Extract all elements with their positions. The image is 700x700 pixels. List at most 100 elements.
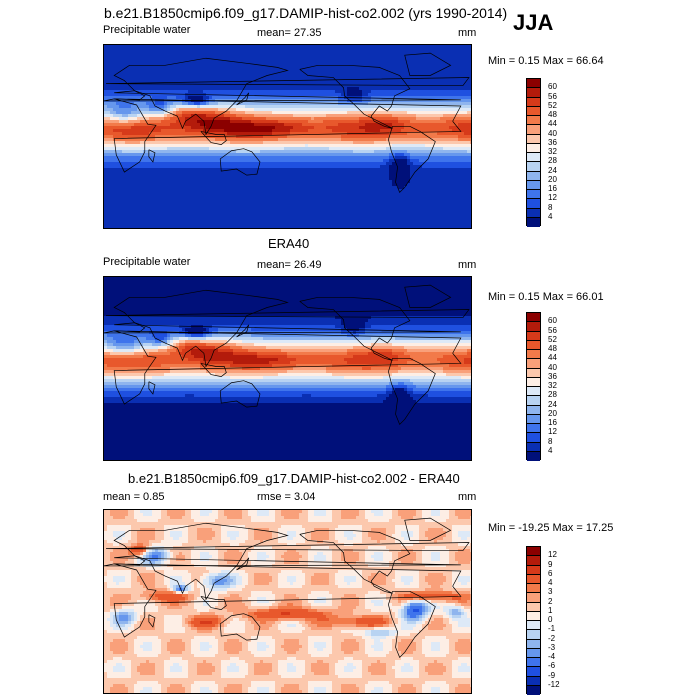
colorbar-swatch <box>527 171 540 181</box>
map-field-svg <box>104 510 471 693</box>
colorbar-tick-label: 24 <box>548 166 557 175</box>
colorbar-tick-label: 12 <box>548 194 557 202</box>
colorbar-swatch <box>527 97 540 107</box>
panel-2-colorbar <box>526 312 541 461</box>
coastline <box>106 542 470 552</box>
coastline <box>299 296 411 361</box>
coastline <box>113 289 289 368</box>
colorbar-tick-label: 28 <box>548 391 557 399</box>
colorbar-swatch <box>527 377 540 387</box>
panel-3-title: b.e21.B1850cmip6.f09_g17.DAMIP-hist-co2.… <box>128 471 460 486</box>
coastline <box>219 148 261 176</box>
colorbar-tick-label: -1 <box>548 625 555 633</box>
coastline <box>200 131 227 146</box>
colorbar-tick-label: 2 <box>548 597 552 606</box>
colorbar-swatch <box>527 143 540 153</box>
colorbar-tick-label: 20 <box>548 175 557 184</box>
colorbar-swatch <box>527 208 540 218</box>
colorbar-swatch <box>527 88 540 98</box>
colorbar-tick-label: 20 <box>548 409 557 418</box>
colorbar-tick-label: 40 <box>548 129 557 138</box>
colorbar-swatch <box>527 368 540 378</box>
colorbar-tick-label: 6 <box>548 569 552 578</box>
colorbar-tick-label: -3 <box>548 643 555 652</box>
colorbar-swatch <box>527 350 540 360</box>
panel-2-title: ERA40 <box>268 236 309 251</box>
colorbar-tick-label: 32 <box>548 148 557 156</box>
colorbar-swatch <box>527 180 540 190</box>
coastline <box>113 330 462 405</box>
colorbar-swatch <box>527 639 540 649</box>
colorbar-tick-label: 8 <box>548 203 552 212</box>
colorbar-tick-label: 52 <box>548 101 557 110</box>
coastline <box>200 363 227 378</box>
colorbar-swatch <box>527 658 540 668</box>
colorbar-tick-label: 44 <box>548 120 557 128</box>
coastline <box>219 613 261 641</box>
panel-1-minmax-label: Min = 0.15 Max = 66.64 <box>488 55 604 67</box>
colorbar-swatch <box>527 313 540 323</box>
coastline <box>236 324 250 338</box>
panel-3-minmax-label: Min = -19.25 Max = 17.25 <box>488 522 613 534</box>
colorbar-swatch <box>527 405 540 415</box>
panel-3-mean-label: mean = 0.85 <box>103 491 164 503</box>
coastline <box>388 357 436 426</box>
coastline <box>106 77 470 87</box>
colorbar-swatch <box>527 565 540 575</box>
colorbar-tick-label: 8 <box>548 437 552 446</box>
colorbar-tick-label: 56 <box>548 92 557 101</box>
coastline <box>113 522 289 601</box>
map-field-svg <box>104 45 471 228</box>
coastline <box>113 57 289 136</box>
panel-2-mean-label: mean= 26.49 <box>257 259 322 271</box>
colorbar-tick-label: 4 <box>548 446 552 455</box>
coastline <box>404 284 452 308</box>
colorbar-tick-label: 60 <box>548 317 557 325</box>
panel-1-units-label: mm <box>458 27 476 39</box>
coastline <box>299 529 411 594</box>
colorbar-tick-label: 52 <box>548 335 557 344</box>
colorbar-swatch <box>527 621 540 631</box>
coastline <box>388 125 436 194</box>
colorbar-swatch <box>527 547 540 557</box>
panel-2-variable-label: Precipitable water <box>103 256 190 268</box>
colorbar-swatch <box>527 387 540 397</box>
colorbar-swatch <box>527 162 540 172</box>
colorbar-tick-label: -12 <box>548 680 560 689</box>
colorbar-swatch <box>527 584 540 594</box>
colorbar-tick-label: 16 <box>548 419 557 427</box>
colorbar-tick-label: 60 <box>548 83 557 91</box>
panel-3-map <box>103 509 472 694</box>
colorbar-swatch <box>527 424 540 434</box>
colorbar-swatch <box>527 602 540 612</box>
colorbar-tick-label: 48 <box>548 111 557 119</box>
map-field-svg <box>104 277 471 460</box>
colorbar-tick-label: 1 <box>548 606 552 615</box>
colorbar-swatch <box>527 574 540 584</box>
coastline <box>148 381 156 395</box>
colorbar-tick-label: -9 <box>548 671 555 680</box>
colorbar-tick-label: 36 <box>548 372 557 381</box>
panel-2-minmax-label: Min = 0.15 Max = 66.01 <box>488 291 604 303</box>
colorbar-swatch <box>527 433 540 443</box>
colorbar-tick-label: 28 <box>548 157 557 165</box>
colorbar-swatch <box>527 676 540 686</box>
colorbar-tick-label: 4 <box>548 579 552 587</box>
coastline <box>104 555 461 567</box>
colorbar-tick-label: 56 <box>548 326 557 335</box>
colorbar-swatch <box>527 414 540 424</box>
colorbar-swatch <box>527 396 540 406</box>
colorbar-tick-label: 3 <box>548 588 552 596</box>
coastline <box>388 590 436 659</box>
coastline <box>236 92 250 106</box>
colorbar-tick-label: 24 <box>548 400 557 409</box>
panel-1-colorbar <box>526 78 541 227</box>
colorbar-swatch <box>527 451 540 461</box>
coastline <box>148 614 156 628</box>
panel-3-colorbar <box>526 546 541 695</box>
colorbar-swatch <box>527 667 540 677</box>
panel-1-variable-label: Precipitable water <box>103 24 190 36</box>
colorbar-swatch <box>527 331 540 341</box>
coastline <box>404 517 452 541</box>
colorbar-swatch <box>527 556 540 566</box>
